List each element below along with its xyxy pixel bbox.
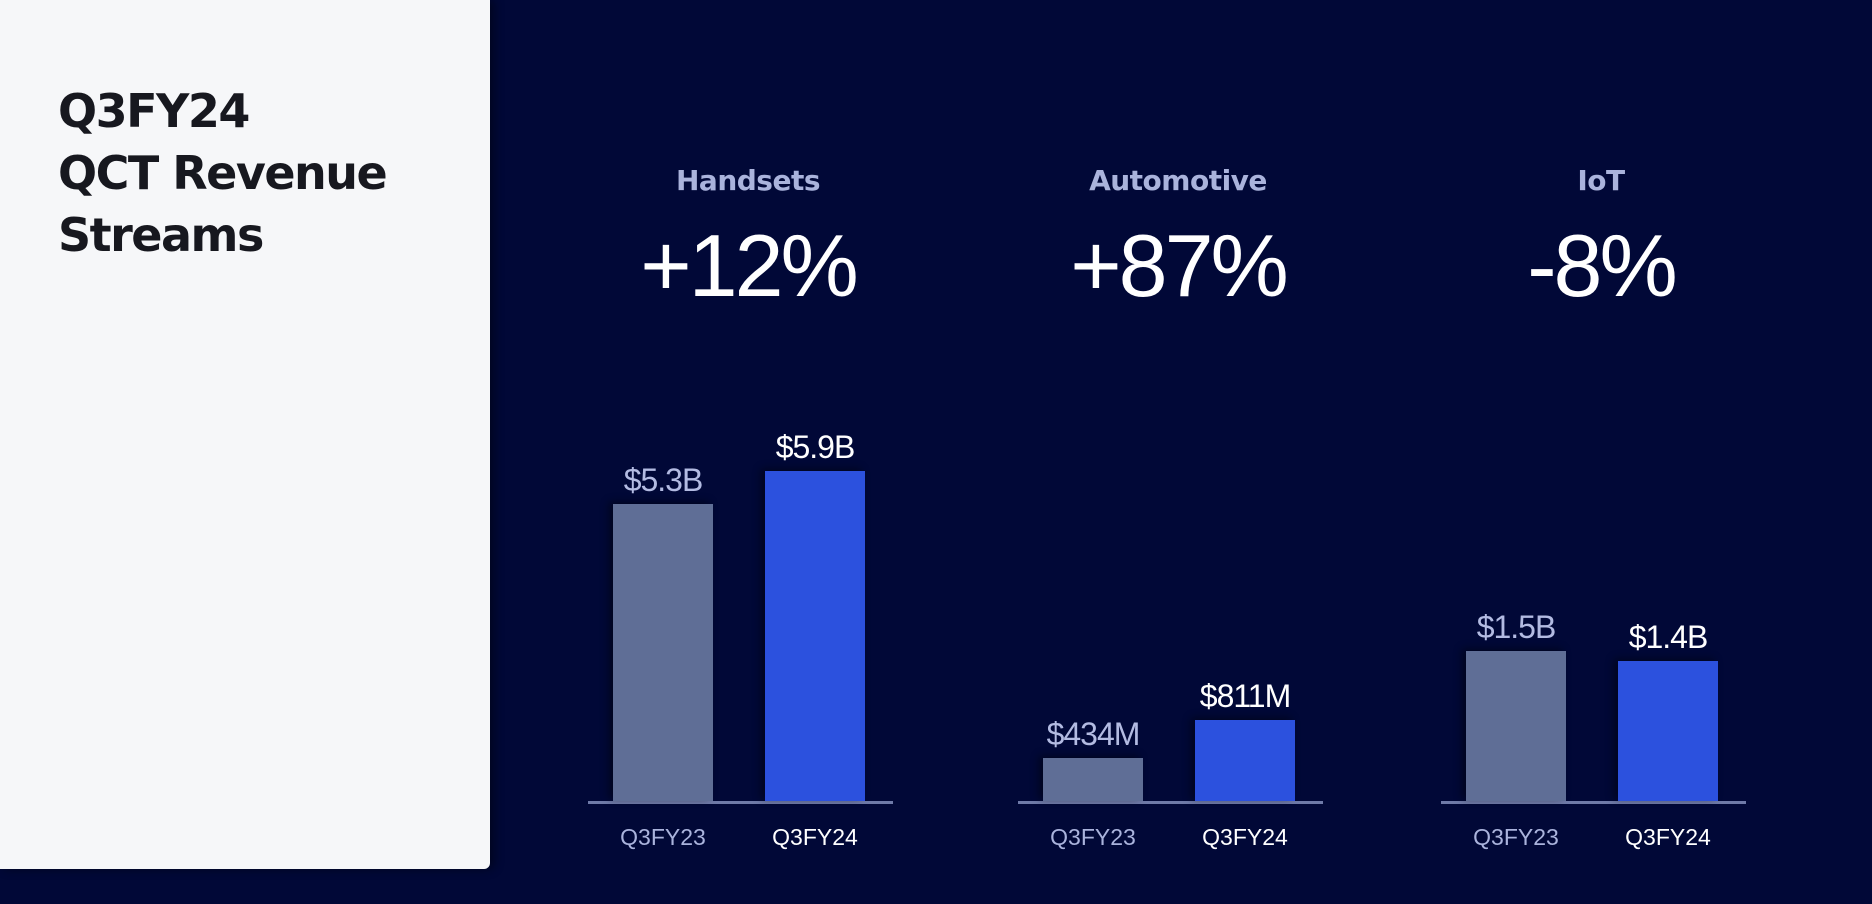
page-title-line-1: Q3FY24 [58, 84, 250, 138]
page-title-line-3: Streams [58, 208, 264, 262]
iot-chart: IoT -8% $1.5B $1.4B Q3FY23 Q3FY24 [1441, 0, 1761, 904]
tick-label-q3fy24: Q3FY24 [1202, 824, 1288, 850]
chart-baseline [1441, 801, 1746, 804]
value-label-q3fy23: $5.3B [623, 462, 704, 498]
bar-q3fy24 [1618, 661, 1718, 801]
bar-q3fy24 [765, 471, 865, 801]
chart-baseline [1018, 801, 1323, 804]
page-title-line-2: QCT Revenue [58, 146, 388, 200]
chart-title: Automotive [1089, 164, 1267, 197]
growth-percent: -8% [1527, 216, 1678, 315]
chart-title: Handsets [675, 164, 821, 197]
growth-percent: +12% [640, 216, 859, 315]
tick-label-q3fy23: Q3FY23 [620, 824, 706, 850]
automotive-chart: Automotive +87% $434M $811M Q3FY23 Q3FY2… [1018, 0, 1338, 904]
bar-q3fy23 [613, 504, 713, 801]
tick-label-q3fy24: Q3FY24 [772, 824, 858, 850]
bar-q3fy24 [1195, 720, 1295, 801]
value-label-q3fy24: $5.9B [775, 429, 856, 465]
bar-q3fy23 [1466, 651, 1566, 801]
tick-label-q3fy23: Q3FY23 [1050, 824, 1136, 850]
value-label-q3fy24: $1.4B [1628, 619, 1709, 655]
chart-title: IoT [1577, 164, 1625, 197]
value-label-q3fy24: $811M [1199, 678, 1291, 714]
growth-percent: +87% [1070, 216, 1289, 315]
tick-label-q3fy24: Q3FY24 [1625, 824, 1711, 850]
value-label-q3fy23: $434M [1046, 716, 1141, 752]
tick-label-q3fy23: Q3FY23 [1473, 824, 1559, 850]
page-title: Q3FY24 QCT Revenue Streams [58, 80, 388, 266]
value-label-q3fy23: $1.5B [1476, 609, 1557, 645]
handsets-chart: Handsets +12% $5.3B $5.9B Q3FY23 Q3FY24 [588, 0, 908, 904]
title-panel: Q3FY24 QCT Revenue Streams [0, 0, 490, 869]
bar-q3fy23 [1043, 758, 1143, 801]
chart-baseline [588, 801, 893, 804]
